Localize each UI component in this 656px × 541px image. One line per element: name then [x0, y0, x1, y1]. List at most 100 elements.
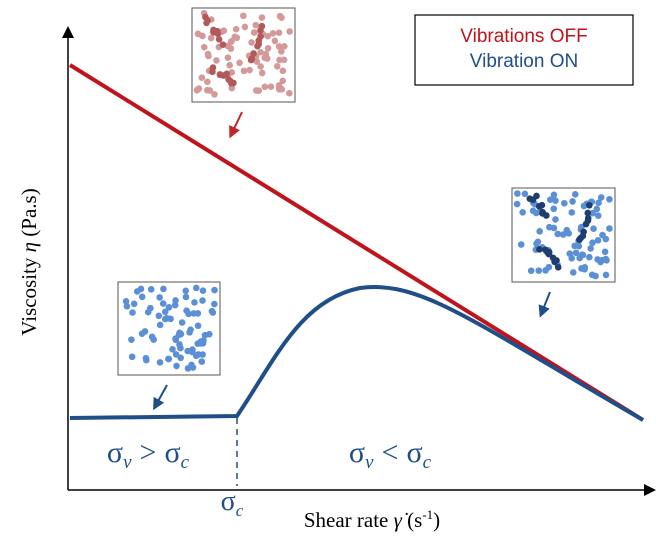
- particle: [203, 19, 210, 27]
- particle: [594, 256, 601, 263]
- particle: [213, 57, 220, 64]
- particle: [199, 337, 206, 345]
- particle: [177, 330, 185, 338]
- particle: [529, 196, 537, 204]
- particle: [281, 43, 288, 50]
- vibration-on-curve: [69, 285, 645, 422]
- particle: [550, 191, 558, 199]
- particle: [546, 196, 554, 203]
- particle: [552, 216, 559, 223]
- particle: [204, 78, 211, 86]
- particle: [240, 67, 248, 75]
- particle: [580, 202, 588, 210]
- particle: [597, 194, 605, 201]
- particle: [209, 68, 216, 76]
- particle: [587, 245, 594, 252]
- particle: [253, 58, 261, 65]
- particle: [251, 29, 258, 36]
- particle: [517, 241, 525, 248]
- particle: [254, 42, 261, 50]
- particle: [198, 358, 206, 365]
- x-axis-label: Shear rate γ̇ (s-1): [304, 507, 440, 532]
- particle: [536, 246, 543, 253]
- particle: [177, 354, 184, 362]
- particle: [569, 198, 576, 205]
- y-axis-symbol: η: [17, 242, 41, 252]
- particle: [602, 271, 610, 279]
- inset-on-high: [511, 187, 616, 283]
- region-right: σ: [164, 436, 180, 469]
- particle: [228, 69, 236, 76]
- region-op: <: [382, 436, 399, 469]
- particle: [267, 83, 275, 91]
- particle: [568, 209, 576, 216]
- particle: [264, 32, 272, 40]
- particle: [182, 293, 190, 301]
- particle: [599, 231, 606, 239]
- region-right-sub: c: [423, 452, 432, 473]
- particle: [173, 362, 180, 370]
- region-label: σv < σc: [349, 436, 432, 473]
- region-left-sub: v: [365, 452, 374, 473]
- particle: [187, 326, 194, 334]
- region-label: σv > σc: [107, 436, 190, 473]
- particle: [129, 309, 136, 316]
- particle: [248, 39, 255, 46]
- particle: [156, 321, 164, 329]
- particle: [594, 237, 602, 244]
- particle: [279, 77, 287, 85]
- particle: [209, 309, 217, 316]
- particle: [535, 203, 543, 210]
- particle: [554, 230, 562, 238]
- particle: [563, 226, 571, 234]
- particle: [156, 294, 163, 301]
- critical-label: σc: [221, 486, 244, 520]
- particle: [279, 67, 287, 75]
- particle: [561, 199, 568, 207]
- particle: [286, 89, 293, 97]
- inset-on-low: [117, 281, 221, 376]
- particle: [286, 28, 293, 35]
- particle: [246, 66, 253, 74]
- particle: [194, 322, 202, 330]
- particle: [182, 287, 190, 295]
- particle: [214, 30, 222, 38]
- particle: [194, 30, 202, 38]
- x-axis-name: Shear rate: [304, 508, 389, 532]
- pointer-arrow: [153, 384, 168, 411]
- particle: [164, 355, 172, 363]
- particle: [542, 267, 549, 274]
- particle: [172, 297, 179, 304]
- particle: [138, 293, 146, 301]
- particle: [568, 255, 576, 262]
- particle: [594, 212, 602, 220]
- particle: [143, 356, 150, 364]
- particle: [592, 272, 599, 280]
- particle: [133, 288, 141, 295]
- particle: [529, 207, 537, 215]
- particle: [169, 346, 176, 353]
- particle: [189, 348, 196, 356]
- particle: [156, 359, 164, 366]
- particle: [211, 286, 218, 294]
- particle: [224, 54, 232, 61]
- particle: [123, 302, 131, 310]
- legend-off: Vibrations OFF: [460, 26, 587, 47]
- particle: [514, 190, 521, 197]
- particle: [252, 87, 260, 94]
- particle: [275, 29, 283, 37]
- particle: [199, 287, 207, 294]
- legend-on: Vibration ON: [470, 51, 578, 72]
- particle: [278, 48, 285, 55]
- particle: [159, 300, 167, 307]
- particle: [257, 26, 264, 34]
- particle: [513, 200, 521, 208]
- particle: [579, 251, 586, 258]
- particle: [185, 310, 192, 318]
- particle: [165, 304, 173, 311]
- particle: [581, 265, 588, 273]
- particle: [536, 228, 543, 235]
- particle: [195, 85, 203, 92]
- particle: [589, 209, 596, 217]
